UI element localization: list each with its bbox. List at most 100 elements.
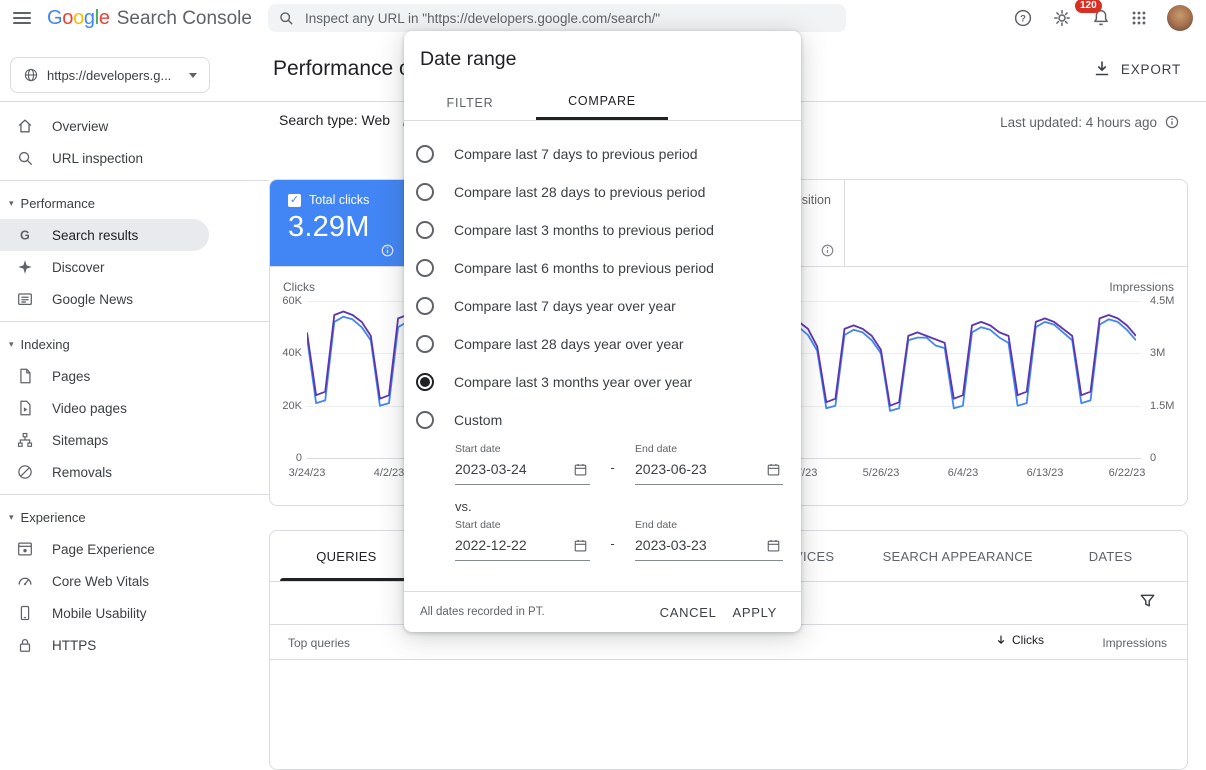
sidebar-item-url-inspection[interactable]: URL inspection (0, 142, 209, 174)
sidebar-section-performance[interactable]: ▾ Performance (9, 195, 95, 211)
radio-icon (416, 335, 434, 353)
sidebar-item-https[interactable]: HTTPS (0, 629, 209, 661)
block-icon (15, 462, 35, 482)
calendar-icon[interactable] (573, 538, 588, 553)
sidebar-item-core-web-vitals[interactable]: Core Web Vitals (0, 565, 209, 597)
metric-value: 3.29M (288, 211, 370, 243)
compare-option-6-months[interactable]: Compare last 6 months to previous period (404, 249, 801, 287)
info-icon[interactable] (380, 243, 395, 258)
video-page-icon (15, 398, 35, 418)
sidebar-item-page-experience[interactable]: Page Experience (0, 533, 209, 565)
sidebar-item-discover[interactable]: Discover (0, 251, 209, 283)
gauge-icon (15, 571, 35, 591)
metric-label: Total clicks (309, 193, 370, 207)
export-button[interactable]: EXPORT (1092, 36, 1181, 102)
menu-icon[interactable] (13, 12, 31, 24)
compare-option-custom[interactable]: Custom (404, 401, 801, 439)
end-date-input-1[interactable]: 2023-06-23 (635, 458, 783, 485)
tab-queries[interactable]: QUERIES (270, 531, 423, 581)
home-icon (15, 116, 35, 136)
compare-option-28-days-yoy[interactable]: Compare last 28 days year over year (404, 325, 801, 363)
compare-option-7-days-yoy[interactable]: Compare last 7 days year over year (404, 287, 801, 325)
sidebar-item-removals[interactable]: Removals (0, 456, 209, 488)
date-range-1: Start date 2023-03-24 - End date 2023-06… (455, 443, 783, 485)
magnifier-icon (15, 148, 35, 168)
compare-option-7-days[interactable]: Compare last 7 days to previous period (404, 135, 801, 173)
date-range-dialog: Date range FILTER COMPARE Compare last 7… (404, 31, 801, 632)
end-date-field-1: End date 2023-06-23 (635, 443, 783, 485)
calendar-icon[interactable] (573, 462, 588, 477)
collapse-icon: ▾ (9, 511, 14, 522)
sidebar-item-search-results[interactable]: G Search results (0, 219, 209, 251)
sidebar-divider (0, 180, 269, 181)
timezone-note: All dates recorded in PT. (420, 606, 545, 618)
compare-option-3-months[interactable]: Compare last 3 months to previous period (404, 211, 801, 249)
sidebar-item-sitemaps[interactable]: Sitemaps (0, 424, 209, 456)
topbar: Google Search Console ? 120 (0, 0, 1206, 36)
svg-text:?: ? (1020, 14, 1026, 25)
sidebar-section-experience[interactable]: ▾ Experience (9, 509, 86, 525)
help-icon[interactable]: ? (1013, 8, 1033, 28)
cancel-button[interactable]: CANCEL (659, 604, 717, 620)
settings-icon[interactable] (1052, 8, 1072, 28)
compare-options: Compare last 7 days to previous period C… (404, 121, 801, 439)
dialog-tabs: FILTER COMPARE (404, 85, 801, 121)
avatar[interactable] (1167, 5, 1193, 31)
apps-grid-icon[interactable] (1130, 9, 1148, 27)
sidebar-item-label: Sitemaps (52, 432, 109, 448)
sparkle-icon (15, 257, 35, 277)
table-header: Top queries Clicks Impressions (270, 624, 1187, 660)
checkbox-checked-icon[interactable]: ✓ (288, 193, 301, 207)
start-date-input-2[interactable]: 2022-12-22 (455, 534, 590, 561)
radio-icon (416, 297, 434, 315)
sidebar-item-video-pages[interactable]: Video pages (0, 392, 209, 424)
tab-search-appearance[interactable]: SEARCH APPEARANCE (882, 548, 1033, 564)
metric-card-total-clicks[interactable]: ✓ Total clicks 3.29M (270, 180, 404, 266)
sidebar-item-label: Overview (52, 118, 109, 134)
end-date-field-2: End date 2023-03-23 (635, 519, 783, 561)
column-clicks[interactable]: Clicks (994, 633, 1044, 647)
svg-text:G: G (20, 229, 30, 243)
calendar-icon[interactable] (766, 462, 781, 477)
topbar-actions: ? 120 (1013, 0, 1193, 36)
sidebar-item-label: Core Web Vitals (52, 573, 150, 589)
dialog-tab-compare[interactable]: COMPARE (536, 85, 668, 120)
column-impressions[interactable]: Impressions (1102, 636, 1167, 650)
sort-down-icon (994, 633, 1008, 647)
compare-option-3-months-yoy[interactable]: Compare last 3 months year over year (404, 363, 801, 401)
property-selector[interactable]: https://developers.g... (10, 57, 210, 93)
logo-letter: G (47, 6, 63, 29)
filter-icon[interactable] (1138, 591, 1157, 610)
sidebar-item-label: Discover (52, 259, 105, 275)
compare-option-28-days[interactable]: Compare last 28 days to previous period (404, 173, 801, 211)
search-type-chip[interactable]: Search type: Web (279, 112, 416, 128)
page-icon (15, 366, 35, 386)
notifications-icon[interactable]: 120 (1075, 0, 1111, 28)
info-icon[interactable] (820, 243, 835, 258)
date-separator: - (610, 536, 615, 551)
sidebar-item-overview[interactable]: Overview (0, 110, 209, 142)
collapse-icon: ▾ (9, 338, 14, 349)
start-date-field-2: Start date 2022-12-22 (455, 519, 590, 561)
newspaper-icon (15, 289, 35, 309)
url-inspect-searchbar[interactable] (268, 4, 846, 32)
tab-dates[interactable]: DATES (1088, 548, 1133, 564)
mobile-icon (15, 603, 35, 623)
end-date-input-2[interactable]: 2023-03-23 (635, 534, 783, 561)
dialog-title: Date range (420, 48, 517, 70)
sidebar-item-mobile-usability[interactable]: Mobile Usability (0, 597, 209, 629)
logo-suffix: Search Console (116, 7, 252, 29)
dialog-footer: All dates recorded in PT. CANCEL APPLY (404, 591, 801, 632)
sidebar-item-pages[interactable]: Pages (0, 360, 209, 392)
calendar-icon[interactable] (766, 538, 781, 553)
dialog-tab-filter[interactable]: FILTER (446, 95, 494, 110)
sidebar-section-indexing[interactable]: ▾ Indexing (9, 336, 70, 352)
sidebar: Overview URL inspection ▾ Performance G … (0, 102, 269, 664)
url-inspect-input[interactable] (303, 9, 836, 27)
start-date-input-1[interactable]: 2023-03-24 (455, 458, 590, 485)
sidebar-item-label: URL inspection (52, 150, 144, 166)
sidebar-item-google-news[interactable]: Google News (0, 283, 209, 315)
apply-button[interactable]: APPLY (732, 604, 777, 620)
date-range-2: Start date 2022-12-22 - End date 2023-03… (455, 519, 783, 561)
info-icon[interactable] (1164, 114, 1180, 130)
